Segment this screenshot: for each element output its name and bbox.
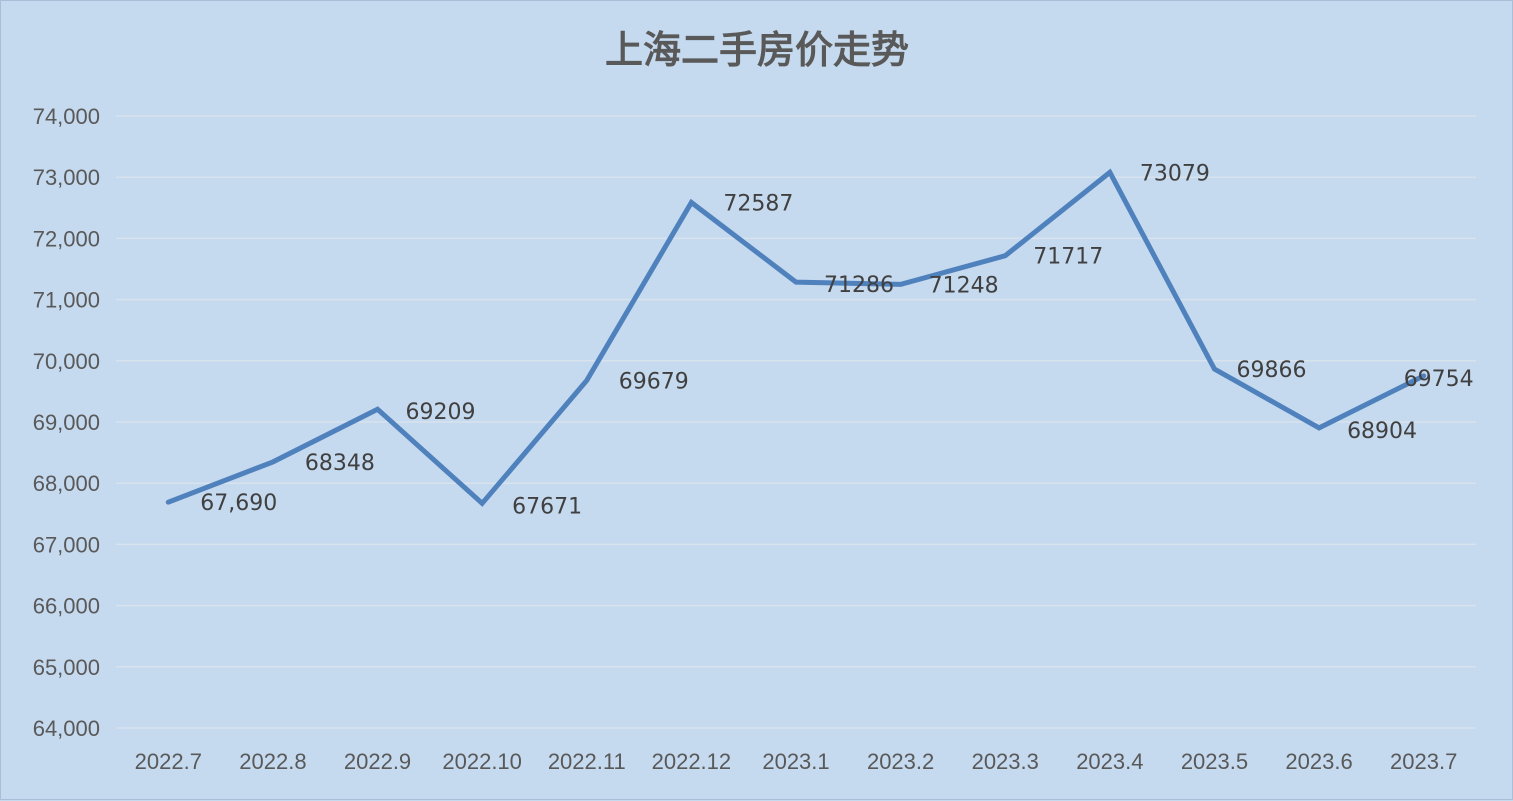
y-tick-label: 74,000 [33,104,100,129]
x-tick-label: 2023.6 [1285,749,1352,774]
x-tick-label: 2023.2 [867,749,934,774]
chart-title: 上海二手房价走势 [605,27,909,72]
x-tick-label: 2023.3 [972,749,1039,774]
series-line [165,168,1427,507]
y-tick-label: 68,000 [33,471,100,496]
series [165,168,1427,507]
data-label: 69679 [619,369,689,394]
x-tick-label: 2022.8 [239,749,306,774]
x-tick-label: 2022.10 [442,749,522,774]
x-tick-label: 2023.4 [1076,749,1143,774]
data-label: 73079 [1140,161,1210,186]
x-tick-label: 2022.11 [548,749,626,774]
data-label: 69754 [1404,367,1474,392]
data-label: 71248 [929,273,999,298]
x-tick-label: 2022.12 [652,749,732,774]
data-label: 71717 [1033,245,1103,270]
y-tick-label: 73,000 [33,165,100,190]
y-tick-label: 66,000 [33,594,100,619]
y-tick-label: 70,000 [33,349,100,374]
y-tick-label: 69,000 [33,410,100,435]
x-tick-label: 2023.5 [1181,749,1248,774]
data-label: 69866 [1236,358,1306,383]
data-label: 69209 [406,400,476,425]
y-tick-label: 72,000 [33,226,100,251]
x-tick-label: 2022.9 [344,749,411,774]
gridlines [116,115,1476,729]
data-labels: 67,690 68348 69209 67671 69679 72587 71286 7124… [200,161,1473,519]
x-tick-label: 2022.7 [135,749,202,774]
y-axis: 64,000 65,000 66,000 67,000 68,000 69,000 70,0… [33,104,100,741]
data-label: 67,690 [200,491,277,516]
y-tick-label: 64,000 [33,716,100,741]
data-label: 67671 [512,494,582,519]
data-label: 68904 [1347,419,1417,444]
y-tick-label: 65,000 [33,655,100,680]
x-tick-label: 2023.1 [762,749,829,774]
data-label: 72587 [723,191,793,216]
data-label: 71286 [824,273,894,298]
y-tick-label: 71,000 [33,288,100,313]
x-axis: 2022.7 2022.8 2022.9 2022.10 2022.11 2022.12 2… [135,749,1458,774]
data-label: 68348 [305,451,375,476]
y-tick-label: 67,000 [33,532,100,557]
x-tick-label: 2023.7 [1390,749,1457,774]
